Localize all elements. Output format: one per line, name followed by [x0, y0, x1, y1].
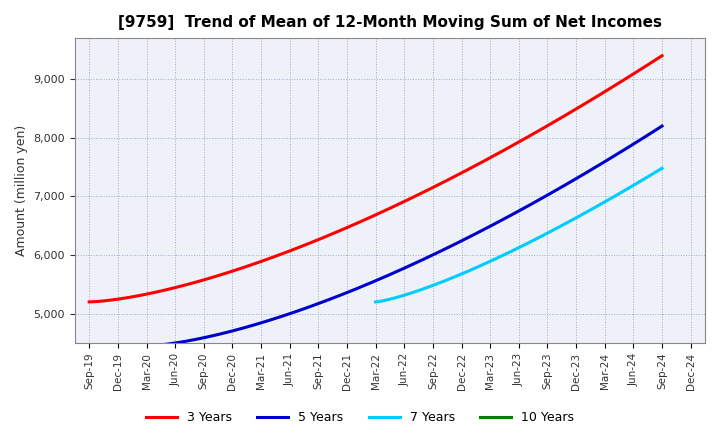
Legend: 3 Years, 5 Years, 7 Years, 10 Years: 3 Years, 5 Years, 7 Years, 10 Years [141, 407, 579, 429]
Y-axis label: Amount (million yen): Amount (million yen) [15, 125, 28, 256]
Title: [9759]  Trend of Mean of 12-Month Moving Sum of Net Incomes: [9759] Trend of Mean of 12-Month Moving … [118, 15, 662, 30]
